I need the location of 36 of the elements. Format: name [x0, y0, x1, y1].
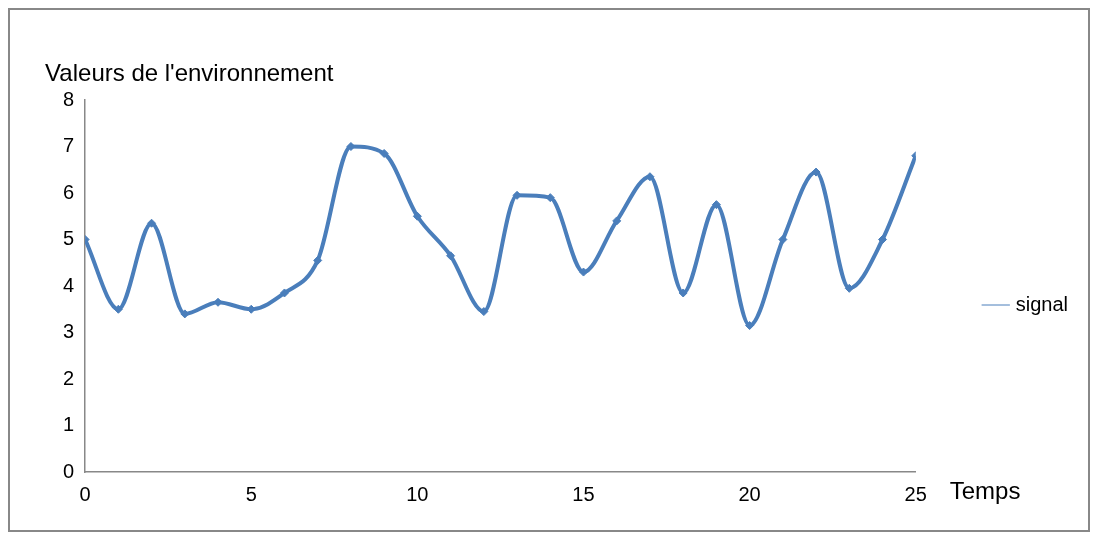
y-tick-label: 3: [63, 320, 75, 343]
point: [745, 321, 755, 331]
x-tick-label: 0: [79, 482, 91, 505]
y-tick-label: 7: [63, 134, 75, 157]
x-tick-label: 10: [406, 482, 429, 505]
point: [313, 255, 323, 265]
x-tick-label: 15: [572, 482, 595, 505]
y-tick-label: 4: [63, 273, 75, 296]
point: [711, 200, 721, 210]
x-axis-title: Temps: [949, 476, 1021, 504]
x-tick-label: 5: [245, 482, 257, 505]
point: [778, 235, 788, 244]
point: [446, 251, 456, 261]
point: [678, 288, 688, 298]
point: [113, 304, 123, 314]
point: [811, 167, 821, 177]
point: [579, 267, 588, 277]
y-tick-label: 8: [63, 87, 75, 110]
y-tick-label: 6: [63, 180, 75, 203]
point: [645, 172, 655, 182]
point: [844, 283, 854, 293]
point: [612, 216, 622, 226]
y-axis-title: Valeurs de l'environnement: [45, 58, 334, 86]
x-tick-label: 25: [904, 482, 927, 505]
y-tick-label: 2: [63, 366, 75, 389]
y-tick-label: 5: [63, 227, 75, 250]
point: [878, 235, 888, 244]
x-tick-label: 20: [738, 482, 761, 505]
y-tick-label: 1: [63, 413, 75, 436]
legend-label: signal: [1015, 292, 1069, 315]
point: [279, 288, 289, 298]
point: [379, 148, 389, 158]
point: [479, 307, 489, 317]
y-tick-label: 0: [63, 459, 75, 482]
point: [147, 218, 157, 228]
point: [412, 211, 422, 221]
